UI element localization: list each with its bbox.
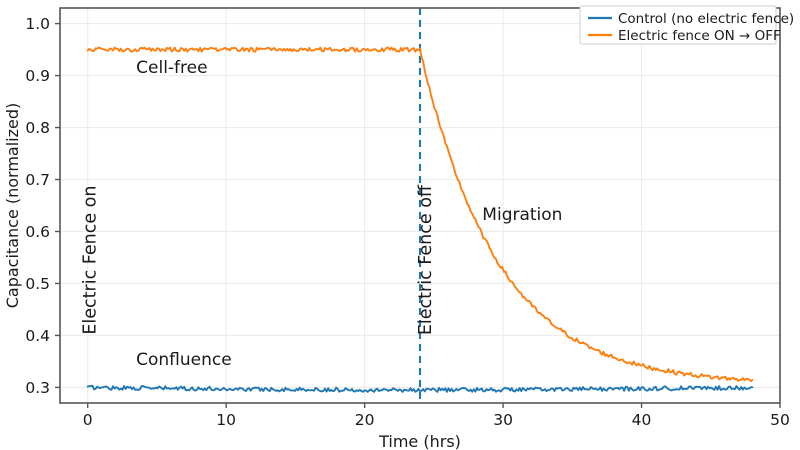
x-tick-label-0: 0 bbox=[83, 411, 93, 429]
y-tick-label-2: 0.5 bbox=[25, 275, 50, 293]
legend-box bbox=[579, 5, 777, 45]
x-tick-label-1: 10 bbox=[216, 411, 236, 429]
axis-tick-labels: 0.3 0.4 0.5 0.6 0.7 0.8 0.9 1.0 0 10 20 30 40 50 bbox=[25, 15, 790, 429]
y-tick-label-3: 0.6 bbox=[25, 223, 50, 241]
y-tick-label-0: 0.3 bbox=[25, 379, 50, 397]
x-tick-label-2: 20 bbox=[355, 411, 375, 429]
x-axis-title: Time (hrs) bbox=[378, 432, 461, 450]
chart-legend[interactable]: Control (no electric fence)Electric fenc… bbox=[579, 5, 794, 45]
axis-ticks bbox=[55, 22, 781, 408]
y-tick-label-4: 0.7 bbox=[25, 171, 50, 189]
plot-border bbox=[59, 7, 781, 404]
annotation-electric-fence-on: Electric Fence on bbox=[80, 186, 100, 335]
x-tick-label-3: 30 bbox=[493, 411, 513, 429]
annotation-cell-free: Cell-free bbox=[136, 58, 207, 78]
y-tick-label-1: 0.4 bbox=[25, 327, 50, 345]
x-tick-label-4: 40 bbox=[632, 411, 652, 429]
annotation-confluence: Confluence bbox=[136, 350, 232, 370]
y-tick-label-5: 0.8 bbox=[25, 119, 50, 137]
series-line-1 bbox=[86, 46, 754, 383]
plot-annotations: Cell-free Confluence Migration Electric Fen… bbox=[80, 58, 562, 370]
y-axis-title: Capacitance (normalized) bbox=[3, 103, 22, 309]
annotation-electric-fence-off: Electric Fence off bbox=[416, 184, 436, 335]
series-line-0 bbox=[86, 384, 754, 393]
legend-label-0[interactable]: Control (no electric fence) bbox=[618, 11, 794, 27]
x-tick-label-5: 50 bbox=[770, 411, 790, 429]
data-series-layer bbox=[86, 46, 754, 393]
y-tick-label-6: 0.9 bbox=[25, 67, 50, 85]
legend-label-1[interactable]: Electric fence ON → OFF bbox=[618, 28, 781, 44]
axes-spines bbox=[59, 7, 781, 404]
annotation-migration: Migration bbox=[482, 205, 562, 225]
y-tick-label-7: 1.0 bbox=[25, 15, 50, 33]
